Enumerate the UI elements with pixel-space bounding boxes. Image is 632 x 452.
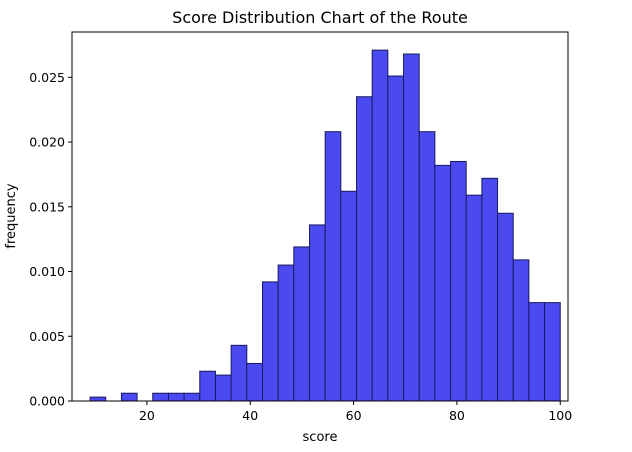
histogram-bar [418,131,436,402]
histogram-bar [183,392,201,402]
histogram-bar [152,392,169,402]
histogram-bar [167,392,185,402]
histogram-bar [371,49,389,402]
histogram-bar [293,246,311,402]
histogram-bar [230,344,248,402]
histogram-bar [324,131,342,402]
y-tick-label: 0.025 [29,70,65,85]
y-tick-label: 0.010 [29,264,65,279]
x-tick-label: 20 [139,408,155,423]
x-axis-ticks: 20 40 60 80 100 [139,401,572,423]
histogram-bar [356,96,373,402]
y-tick-label: 0.015 [29,199,65,214]
histogram-bar [89,396,107,402]
histogram-bar [403,53,420,402]
histogram-bar [544,302,561,402]
histogram-bar [199,370,216,402]
histogram-bar [309,224,326,402]
histogram-bar [246,362,263,402]
y-tick-label: 0.005 [29,329,65,344]
histogram-bar [340,190,358,402]
histogram-bars [89,49,561,402]
histogram-bar [465,194,483,402]
histogram-bar [528,302,546,402]
histogram-bar [120,392,138,402]
y-tick-label: 0.020 [29,135,65,150]
histogram-bar [277,264,295,402]
histogram-bar [214,374,232,402]
x-tick-label: 80 [449,408,465,423]
histogram-bar [512,259,530,402]
x-axis-label: score [303,430,338,445]
histogram-bar [261,281,279,402]
y-tick-label: 0.000 [29,394,65,409]
plot-frame [71,31,569,402]
histogram-bar [450,160,467,402]
histogram-bar [387,75,405,402]
histogram-bar [434,164,452,402]
histogram-bar [481,177,499,402]
x-tick-label: 40 [242,408,258,423]
y-axis-ticks: 0.000 0.005 0.010 0.015 0.020 0.025 [29,70,72,409]
x-tick-label: 100 [548,408,572,423]
x-tick-label: 60 [346,408,362,423]
y-axis-label: frequency [4,183,19,249]
chart-title: Score Distribution Chart of the Route [172,8,468,27]
histogram-bar [497,212,514,402]
